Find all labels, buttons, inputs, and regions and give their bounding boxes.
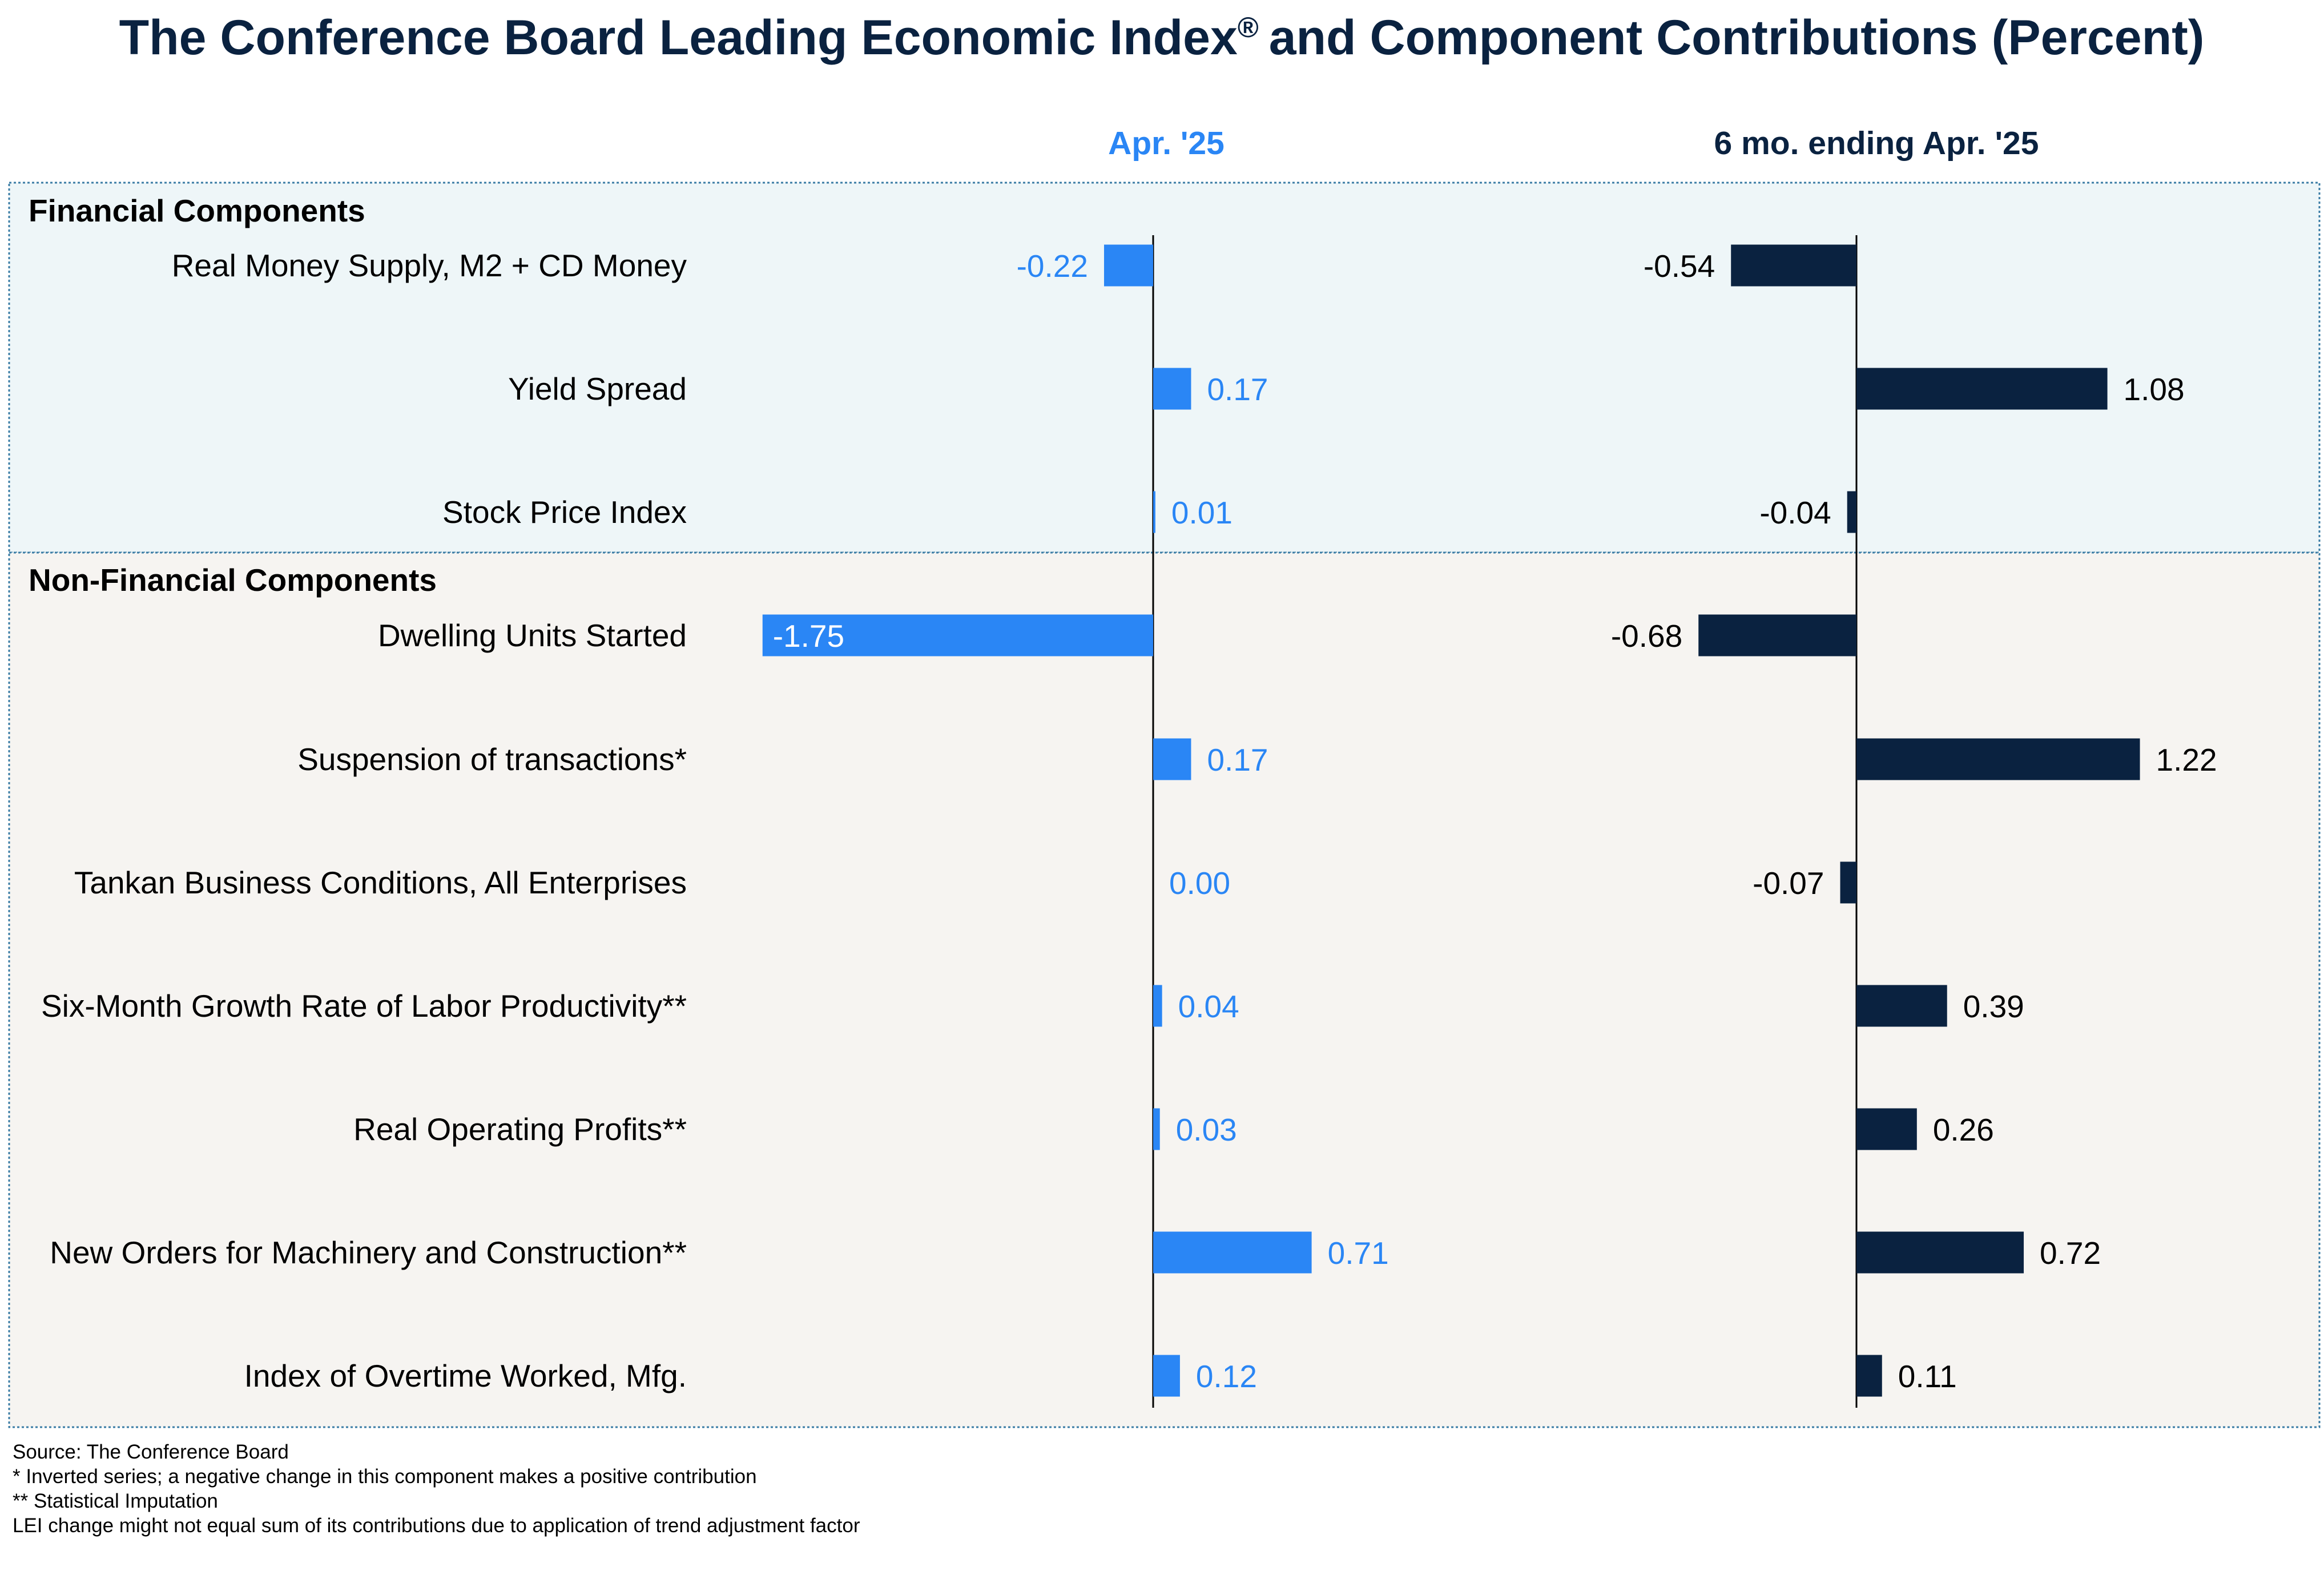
category-label: Real Operating Profits** bbox=[353, 1111, 687, 1147]
group-title-financial: Financial Components bbox=[29, 193, 365, 228]
bar-six bbox=[1731, 244, 1856, 287]
value-label-apr: 0.03 bbox=[1176, 1112, 1237, 1147]
imputation-note: ** Statistical Imputation bbox=[13, 1490, 218, 1512]
value-label-six: 0.39 bbox=[1963, 989, 2024, 1024]
value-label-six: -0.04 bbox=[1759, 495, 1831, 530]
value-label-apr: -1.75 bbox=[773, 618, 844, 654]
bar-apr bbox=[1103, 244, 1153, 287]
value-label-six: -0.07 bbox=[1753, 865, 1824, 901]
category-label: Six-Month Growth Rate of Labor Productiv… bbox=[41, 988, 687, 1024]
column-header-6mo: 6 mo. ending Apr. '25 bbox=[1714, 125, 2039, 162]
category-label: Yield Spread bbox=[508, 371, 687, 406]
bar-six bbox=[1698, 614, 1856, 656]
category-label: New Orders for Machinery and Constructio… bbox=[50, 1235, 687, 1270]
value-label-apr: 0.17 bbox=[1207, 372, 1268, 407]
chart-marks: Real Money Supply, M2 + CD Money -0.22 -0.… bbox=[41, 235, 2217, 1408]
bar-apr bbox=[1153, 1355, 1180, 1397]
chart-title-main: The Conference Board Leading Economic In… bbox=[119, 10, 1238, 65]
category-label: Index of Overtime Worked, Mfg. bbox=[244, 1358, 687, 1393]
category-label: Dwelling Units Started bbox=[378, 618, 687, 653]
chart-title: The Conference Board Leading Economic In… bbox=[119, 10, 2205, 65]
bar-six bbox=[1856, 368, 2108, 410]
value-label-six: 0.72 bbox=[2040, 1235, 2101, 1271]
value-label-apr: 0.12 bbox=[1196, 1359, 1257, 1394]
bar-apr bbox=[1153, 985, 1162, 1027]
chart-title-suffix: and Component Contributions (Percent) bbox=[1269, 10, 2205, 65]
financial-panel bbox=[8, 182, 2321, 554]
bar-apr bbox=[1153, 1231, 1312, 1274]
registered-mark: ® bbox=[1238, 11, 1259, 43]
inverted-series-note: * Inverted series; a negative change in … bbox=[13, 1465, 757, 1488]
value-label-six: 0.11 bbox=[1898, 1359, 1957, 1394]
bar-apr bbox=[762, 614, 1153, 656]
value-label-apr: 0.04 bbox=[1178, 989, 1239, 1024]
trend-adjustment-note: LEI change might not equal sum of its co… bbox=[13, 1514, 860, 1537]
category-label: Tankan Business Conditions, All Enterpri… bbox=[74, 865, 687, 900]
bar-six bbox=[1840, 861, 1856, 904]
value-label-apr: 0.01 bbox=[1171, 495, 1233, 530]
value-label-apr: 0.17 bbox=[1207, 742, 1268, 778]
bar-apr bbox=[1153, 738, 1191, 780]
value-label-six: 0.26 bbox=[1933, 1112, 1994, 1147]
value-label-six: -0.54 bbox=[1644, 248, 1715, 284]
category-label: Real Money Supply, M2 + CD Money bbox=[172, 248, 687, 283]
value-label-apr: 0.71 bbox=[1328, 1235, 1389, 1271]
value-label-six: 1.08 bbox=[2124, 372, 2185, 407]
value-label-six: -0.68 bbox=[1611, 618, 1682, 654]
column-header-apr: Apr. '25 bbox=[1108, 125, 1225, 162]
bar-six bbox=[1856, 1108, 1917, 1150]
bar-six bbox=[1847, 491, 1856, 533]
source-note: Source: The Conference Board bbox=[13, 1441, 289, 1463]
bar-six bbox=[1856, 738, 2140, 780]
bar-six bbox=[1856, 1355, 1882, 1397]
bar-six bbox=[1856, 1231, 2024, 1274]
category-label: Suspension of transactions* bbox=[297, 742, 687, 777]
bar-apr bbox=[1153, 368, 1191, 410]
value-label-apr: 0.00 bbox=[1169, 865, 1230, 901]
bar-apr bbox=[1153, 491, 1155, 533]
bar-six bbox=[1856, 985, 1947, 1027]
value-label-apr: -0.22 bbox=[1017, 248, 1088, 284]
value-label-six: 1.22 bbox=[2156, 742, 2217, 778]
category-label: Stock Price Index bbox=[442, 494, 687, 530]
footnotes: Source: The Conference Board * Inverted … bbox=[13, 1440, 2239, 1538]
group-title-nonfinancial: Non-Financial Components bbox=[29, 562, 437, 598]
bar-apr bbox=[1153, 1108, 1160, 1150]
